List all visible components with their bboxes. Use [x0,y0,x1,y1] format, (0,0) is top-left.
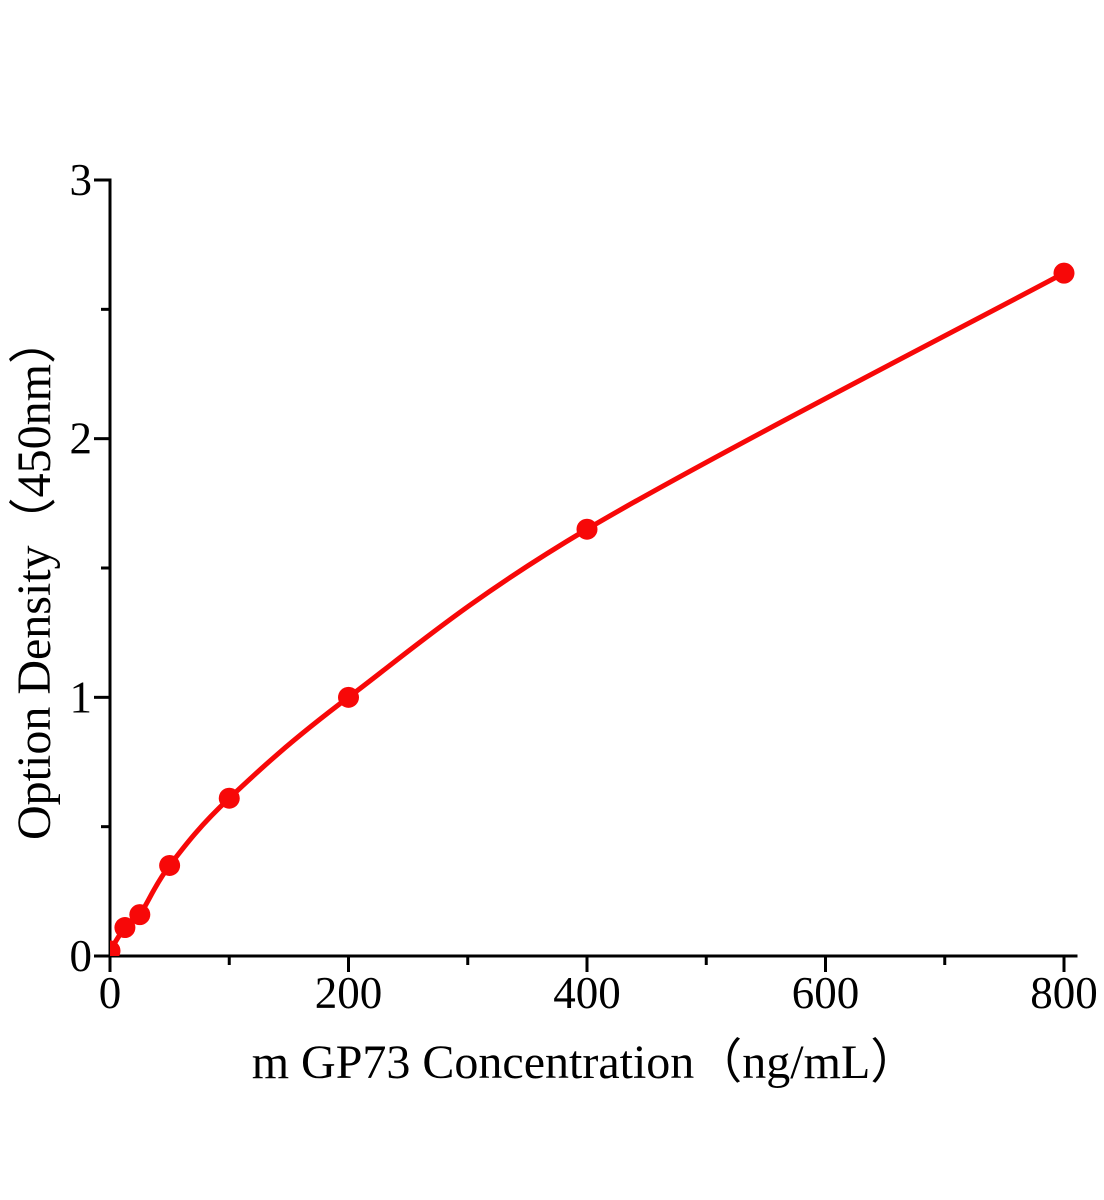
plot-series [110,262,1075,956]
x-axis-title: m GP73 Concentration（ng/mL） [252,1036,919,1089]
data-point-marker [114,917,136,939]
y-axis-title: Option Density（450nm） [8,316,61,840]
x-tick-label: 200 [315,968,383,1018]
data-point-marker [159,854,181,876]
x-tick-label: 800 [1030,968,1098,1018]
data-point-marker [576,518,598,540]
y-tick-label: 0 [70,931,93,981]
y-tick-label: 1 [70,672,93,722]
y-tick-label: 2 [70,414,93,464]
data-point-marker [110,940,121,956]
data-point-marker [129,904,151,926]
data-point-marker [338,686,359,708]
x-tick-label: 400 [553,968,621,1018]
axes: 0 200 400 600 800 0 1 2 3 [70,155,1098,1018]
data-point-marker [1053,262,1075,284]
y-tick-label: 3 [70,155,93,205]
x-tick-label: 600 [792,968,860,1018]
x-tick-label: 0 [99,968,122,1018]
data-point-marker [218,787,240,809]
standard-curve-line [110,270,1067,954]
